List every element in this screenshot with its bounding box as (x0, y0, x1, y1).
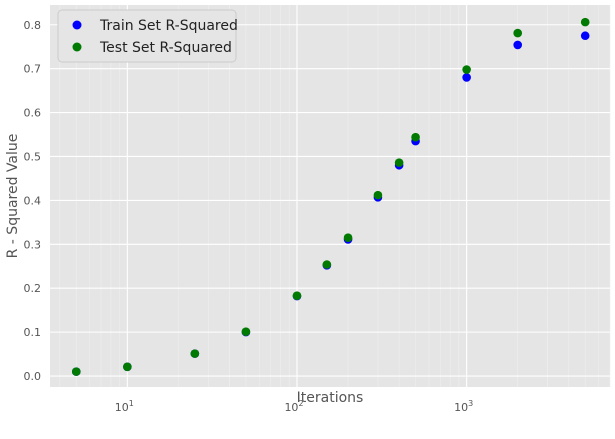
test-point (411, 132, 420, 142)
test-point (343, 233, 353, 243)
legend-marker-train (72, 20, 82, 30)
legend: Train Set R-Squared Test Set R-Squared (57, 9, 238, 63)
y-tick-labels: 0.0 0.1 0.2 0.3 0.4 0.5 0.6 0.7 0.8 (24, 19, 42, 383)
x-axis-label: Iterations (297, 390, 364, 406)
x-tick-label: 101 (115, 399, 134, 414)
y-tick-label: 0.6 (24, 107, 42, 120)
x-tick-labels: 101 102 103 (115, 399, 473, 414)
test-point (322, 260, 332, 269)
test-point (71, 367, 81, 376)
train-point (513, 40, 523, 50)
legend-marker-test (72, 42, 82, 52)
y-tick-label: 0.0 (24, 370, 42, 383)
test-point (373, 190, 383, 200)
test-point (513, 28, 523, 38)
test-point (241, 327, 251, 336)
train-point (462, 73, 471, 82)
y-tick-label: 0.7 (24, 63, 42, 76)
legend-label-test: Test Set R-Squared (99, 40, 232, 56)
y-tick-label: 0.5 (24, 150, 42, 163)
data-points (71, 17, 590, 376)
y-tick-label: 0.4 (24, 194, 42, 207)
y-tick-label: 0.8 (24, 19, 42, 32)
y-tick-label: 0.3 (24, 238, 42, 251)
y-axis-label: R - Squared Value (5, 134, 21, 259)
test-point (462, 65, 471, 74)
y-tick-label: 0.2 (24, 282, 42, 295)
train-point (580, 31, 590, 41)
grid-lines (50, 5, 611, 387)
legend-box (57, 9, 237, 63)
test-point (394, 158, 404, 167)
test-point (580, 17, 590, 27)
test-point (292, 291, 302, 300)
x-tick-label: 102 (284, 399, 303, 414)
test-point (123, 362, 132, 372)
x-tick-label: 103 (454, 399, 473, 414)
test-point (190, 349, 200, 358)
legend-label-train: Train Set R-Squared (99, 18, 238, 34)
y-tick-label: 0.1 (24, 326, 42, 339)
